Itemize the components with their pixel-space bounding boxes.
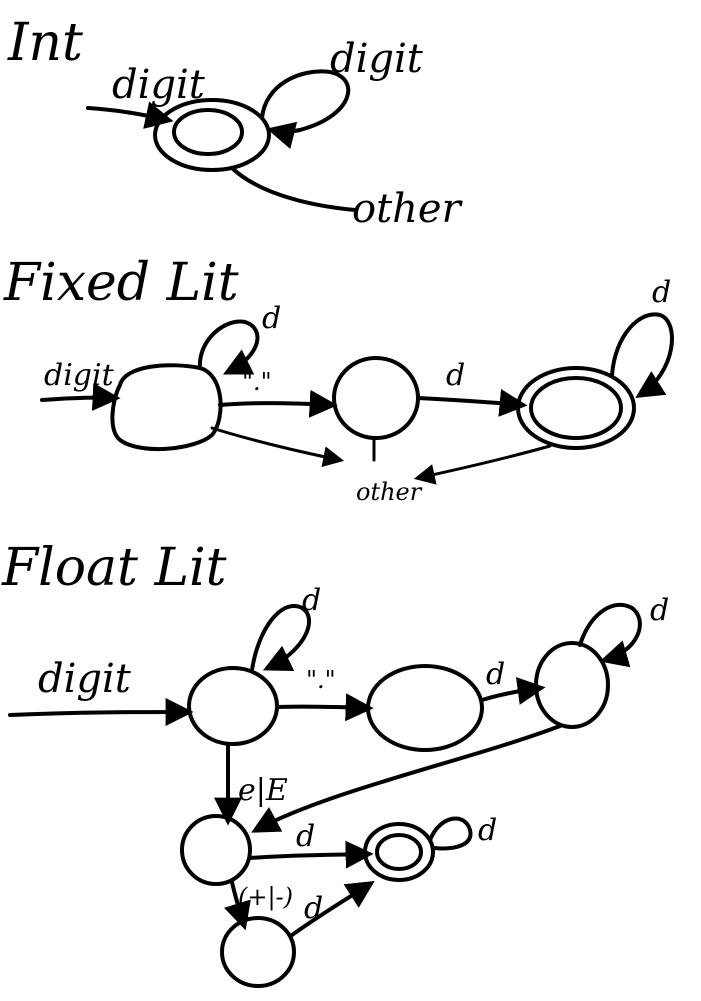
float-state-0	[187, 666, 279, 746]
int-loop-label: digit	[330, 36, 424, 82]
float-state-accepting	[363, 822, 435, 882]
int-title: Int	[7, 13, 83, 73]
int-start-arrow	[86, 101, 174, 129]
fixed-state-0	[110, 363, 223, 451]
float-state-exp	[180, 814, 252, 886]
float-start-label: digit	[38, 656, 132, 702]
fixed-title: Fixed Lit	[3, 253, 239, 313]
float-state-sign	[220, 916, 296, 988]
fixed-diagram: Fixed Lit digit d "." d d other	[3, 253, 674, 506]
float-accept-loop-label: d	[478, 813, 497, 848]
fixed-state-2-accepting-inner	[529, 376, 623, 440]
fixed-s1-s2-label: d	[446, 358, 465, 393]
fixed-state-2-accepting	[516, 366, 636, 450]
float-diagram: Float Lit digit d "." d d e|E d	[1, 538, 669, 988]
float-state-accepting-inner	[375, 833, 423, 871]
fixed-exit-label: other	[356, 478, 423, 506]
fixed-to-s1-label: "."	[242, 368, 272, 396]
float-arrow-s2-to-exp	[251, 724, 562, 833]
float-title: Float Lit	[1, 538, 227, 598]
fixed-state-0-loop	[197, 319, 260, 375]
float-start-arrow	[8, 698, 194, 727]
fixed-s2-loop-label: d	[652, 275, 671, 310]
int-exit-arrow	[230, 166, 357, 212]
float-arrow-exp-accept	[248, 840, 374, 869]
fixed-s0-loop-label: d	[262, 301, 281, 336]
float-s2-loop-label: d	[650, 593, 669, 628]
float-state-1	[366, 664, 484, 752]
int-self-loop	[260, 69, 351, 150]
fixed-start-label: digit	[44, 358, 115, 393]
float-to-s1-label: "."	[306, 666, 336, 694]
float-accept-loop	[428, 816, 473, 851]
fixed-start-arrow	[40, 382, 121, 411]
float-s0-loop-label: d	[302, 583, 321, 618]
float-arrow-sign-accept	[290, 880, 375, 937]
float-exp-accept-label: d	[296, 819, 315, 854]
int-state-accepting-inner	[172, 108, 244, 156]
float-sign-accept-label: d	[304, 891, 323, 926]
fixed-exit-s0	[210, 426, 345, 468]
float-arrow-s0-s1	[275, 693, 374, 722]
fixed-arrow-s1-s2	[416, 388, 528, 417]
int-diagram: Int digit digit other	[7, 13, 464, 232]
fixed-state-2-loop	[610, 312, 674, 399]
fixed-state-1	[332, 356, 420, 440]
int-exit-label: other	[352, 186, 464, 232]
float-s1-s2-label: d	[486, 657, 505, 692]
float-sign-label: (+|-)	[238, 883, 293, 912]
float-state-2	[534, 641, 610, 729]
int-start-label: digit	[112, 62, 206, 108]
float-to-exp-label: e|E	[238, 773, 288, 808]
float-state-2-loop	[578, 602, 642, 668]
fixed-arrow-s0-s1	[218, 389, 338, 418]
fixed-exit-s2	[413, 444, 552, 485]
float-state-0-loop	[250, 604, 311, 672]
